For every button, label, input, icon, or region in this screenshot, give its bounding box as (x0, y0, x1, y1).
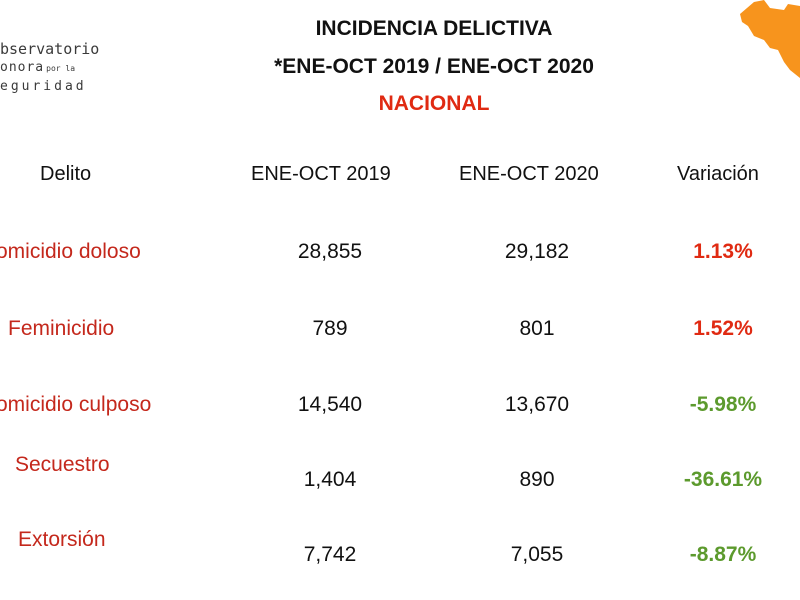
value-2020: 7,055 (510, 543, 564, 566)
value-2019: 1,404 (303, 468, 357, 491)
column-header-variacion: Variación (677, 163, 759, 185)
title-line-2: *ENE-OCT 2019 / ENE-OCT 2020 (274, 55, 594, 78)
value-2019: 14,540 (297, 393, 363, 416)
variation-value: -36.61% (683, 468, 763, 491)
logo-line-2-small: por la (46, 64, 76, 73)
crime-name: omicidio culposo (0, 393, 152, 416)
value-2019: 28,855 (297, 240, 363, 263)
title-region: NACIONAL (378, 92, 490, 115)
logo-line-1: bservatorio (0, 40, 100, 58)
crime-name: Feminicidio (8, 317, 115, 340)
value-2020: 801 (519, 317, 555, 340)
crime-name: Extorsión (18, 528, 106, 551)
value-2019: 789 (312, 317, 348, 340)
value-2019: 7,742 (303, 543, 357, 566)
variation-value: 1.52% (693, 317, 753, 340)
logo-line-2-text: onora (0, 60, 45, 75)
value-2020: 890 (519, 468, 555, 491)
column-header-2019: ENE-OCT 2019 (251, 163, 391, 185)
crime-name: Secuestro (15, 453, 110, 476)
value-2020: 13,670 (504, 393, 570, 416)
observatorio-logo: bservatorio onora por la eguridad (0, 40, 100, 100)
value-2020: 29,182 (504, 240, 570, 263)
variation-value: -8.87% (689, 543, 757, 566)
logo-line-3: eguridad (0, 79, 87, 94)
logo-line-2: onora por la (0, 58, 75, 78)
sonora-map-icon (740, 0, 800, 78)
variation-value: -5.98% (689, 393, 757, 416)
title-line-1: INCIDENCIA DELICTIVA (315, 17, 553, 40)
column-header-2020: ENE-OCT 2020 (459, 163, 599, 185)
variation-value: 1.13% (693, 240, 753, 263)
crime-name: omicidio doloso (0, 240, 141, 263)
column-header-delito: Delito (40, 163, 92, 185)
